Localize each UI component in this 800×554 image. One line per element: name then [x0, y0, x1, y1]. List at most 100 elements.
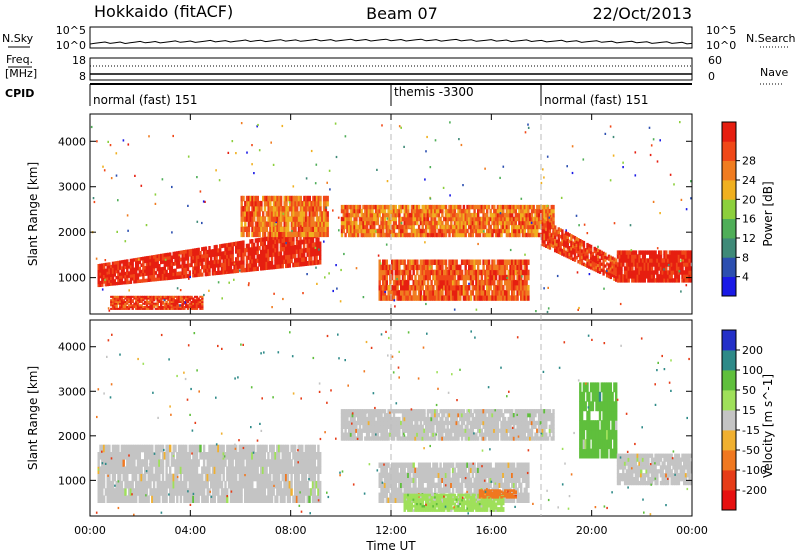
heatmap-cell [129, 264, 133, 269]
heatmap-cell [290, 231, 294, 238]
heatmap-cell [115, 297, 118, 300]
heatmap-cell [115, 466, 118, 474]
heatmap-cell [322, 211, 326, 217]
heatmap-cell [206, 260, 209, 265]
heatmap-speck [667, 263, 670, 267]
heatmap-cell [220, 452, 224, 460]
heatmap-cell [448, 232, 451, 238]
heatmap-cell [131, 274, 134, 278]
heatmap-cell [346, 204, 349, 210]
heatmap-cell [179, 304, 183, 307]
heatmap-cell [494, 228, 498, 234]
heatmap-cell [226, 266, 229, 271]
heatmap-cell [301, 452, 304, 460]
heatmap-cell [235, 466, 238, 474]
heatmap-cell [269, 488, 272, 496]
heatmap-cell [421, 228, 424, 234]
heatmap-cell [265, 265, 268, 270]
heatmap-cell [348, 232, 351, 238]
heatmap-cell [122, 307, 125, 310]
heatmap-cell [636, 274, 639, 279]
heatmap-cell [382, 424, 385, 429]
heatmap-cell [147, 473, 150, 482]
heatmap-cell [468, 208, 471, 214]
heatmap-cell [202, 459, 206, 467]
heatmap-cell [127, 265, 131, 269]
heatmap-cell [224, 247, 227, 252]
heatmap-cell [383, 204, 387, 210]
heatmap-cell [358, 220, 362, 226]
heatmap-cell [641, 278, 645, 283]
heatmap-cell [527, 216, 530, 222]
heatmap-cell [252, 459, 256, 467]
heatmap-cell [554, 235, 557, 239]
heatmap-cell [174, 306, 177, 309]
heatmap-cell [423, 232, 426, 238]
heatmap-cell [494, 295, 498, 301]
heatmap-cell [573, 258, 577, 262]
heatmap-cell [161, 256, 165, 261]
heatmap-cell [179, 473, 183, 482]
heatmap-cell [135, 279, 138, 284]
heatmap-cell [403, 208, 406, 214]
heatmap-cell [313, 480, 316, 489]
heatmap-cell [464, 259, 467, 265]
heatmap-cell [554, 241, 557, 246]
heatmap-cell [314, 226, 317, 232]
heatmap-cell [111, 282, 115, 286]
heatmap-cell [106, 274, 109, 278]
heatmap-cell [256, 266, 259, 271]
heatmap-speck [429, 166, 432, 169]
heatmap-cell [247, 466, 250, 474]
heatmap-cell [502, 228, 505, 234]
heatmap-cell [686, 258, 689, 263]
heatmap-cell [269, 495, 272, 503]
heatmap-cell [475, 259, 478, 265]
heatmap-cell [493, 274, 496, 281]
heatmap-cell [197, 473, 200, 482]
heatmap-cell [104, 452, 108, 460]
heatmap-cell [120, 307, 124, 310]
heatmap-cell [295, 452, 299, 460]
heatmap-cell [407, 269, 410, 276]
heatmap-cell [154, 488, 158, 496]
heatmap-cell [135, 267, 138, 271]
heatmap-cell [430, 285, 433, 291]
heatmap-speck [460, 143, 463, 147]
heatmap-cell [489, 212, 492, 218]
heatmap-cell [419, 220, 423, 226]
heatmap-cell [195, 466, 199, 474]
heatmap-cell [489, 279, 492, 286]
heatmap-cell [135, 304, 138, 307]
heatmap-cell [362, 413, 365, 418]
heatmap-cell [101, 444, 104, 453]
heatmap-cell [554, 245, 557, 249]
heatmap-cell [177, 306, 181, 309]
heatmap-cell [487, 264, 491, 271]
heatmap-cell [462, 228, 466, 234]
heatmap-cell [421, 269, 424, 276]
heatmap-cell [229, 444, 233, 453]
heatmap-cell [432, 204, 435, 210]
heatmap-cell [244, 473, 247, 482]
heatmap-cell [396, 212, 399, 218]
heatmap-speck [434, 139, 437, 142]
heatmap-cell [521, 216, 525, 222]
heatmap-cell [561, 232, 564, 237]
heatmap-cell [301, 444, 304, 453]
heatmap-cell [292, 240, 295, 246]
heatmap-cell [192, 306, 195, 309]
heatmap-cell [451, 279, 455, 286]
heatmap-cell [448, 279, 451, 286]
heatmap-cell [174, 275, 177, 280]
heatmap-cell [194, 444, 197, 453]
heatmap-cell [688, 266, 691, 271]
heatmap-cell [213, 459, 216, 467]
heatmap-cell [480, 295, 483, 301]
heatmap-speck [487, 276, 489, 279]
heatmap-cell [295, 257, 299, 263]
heatmap-cell [306, 243, 309, 249]
heatmap-cell [281, 242, 284, 248]
heatmap-cell [684, 270, 688, 275]
heatmap-cell [111, 267, 115, 271]
